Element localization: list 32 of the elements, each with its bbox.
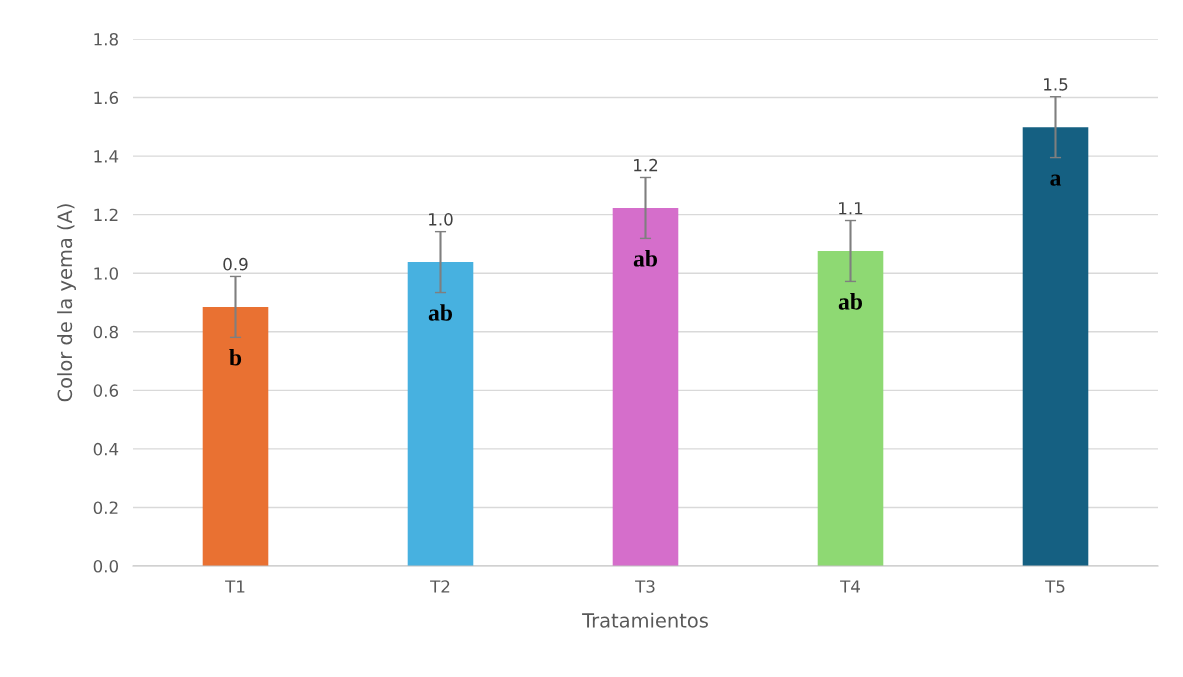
annotation: a: [1050, 174, 1062, 186]
y-tick-label: 0.6: [93, 384, 119, 397]
y-tick-label: 0.8: [93, 325, 118, 339]
y-tick-label: 1.4: [94, 150, 119, 163]
x-tick-label: T1: [225, 580, 245, 593]
y-axis-title: Color de la yema (A): [57, 204, 76, 402]
data-label: 1.2: [634, 158, 658, 172]
x-tick-label: T2: [430, 580, 450, 593]
bar: [202, 306, 269, 566]
x-tick-label: T4: [840, 580, 860, 593]
data-label: 1.0: [429, 213, 453, 226]
annotation: b: [229, 348, 242, 366]
data-label: 0.9: [223, 257, 248, 271]
bar: [407, 262, 474, 566]
x-tick-label: T5: [1045, 580, 1065, 593]
data-label: 1.1: [839, 202, 863, 215]
bar: [817, 250, 884, 566]
y-tick-label: 1.6: [94, 91, 119, 105]
annotation: ab: [838, 293, 863, 310]
x-tick-label: T3: [635, 580, 655, 593]
annotation: ab: [633, 250, 658, 267]
y-tick-label: 1.8: [94, 32, 118, 46]
y-tick-label: 1.2: [94, 208, 118, 221]
data-label: 1.5: [1044, 78, 1068, 91]
bar: [612, 207, 679, 566]
y-tick-label: 0.4: [93, 442, 119, 456]
y-tick-label: 0.2: [93, 501, 118, 515]
y-tick-label: 1.0: [94, 267, 118, 280]
y-tick-label: 0.0: [93, 559, 118, 573]
annotation: ab: [428, 304, 453, 321]
bar: [1022, 127, 1089, 566]
x-axis-title: Tratamientos: [582, 612, 708, 628]
